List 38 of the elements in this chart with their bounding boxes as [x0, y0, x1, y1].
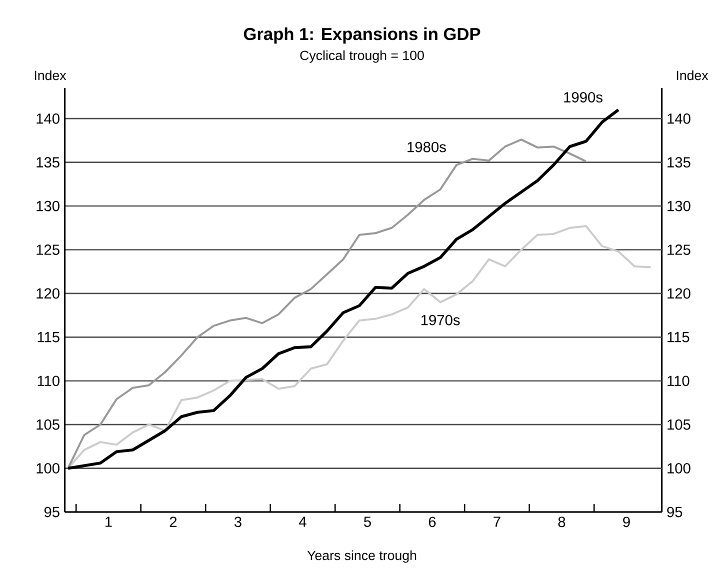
y-tick-label: 110 — [38, 376, 60, 386]
y2-tick-label: 125 — [668, 244, 690, 255]
y-tick-label: 105 — [36, 419, 60, 430]
x-tick-label: 7 — [494, 516, 500, 527]
y-tick-label: 120 — [36, 288, 60, 299]
y2-tick-label: 105 — [668, 419, 690, 430]
x-axis-title: Years since trough — [307, 550, 416, 563]
x-tick-label: 6 — [428, 516, 436, 528]
x-tick-label: 8 — [558, 516, 566, 528]
y2-tick-label: 110 — [668, 376, 690, 386]
x-tick-label: 3 — [234, 516, 242, 528]
chart-title: Graph 1: Expansions in GDP — [244, 27, 480, 44]
chart-subtitle: Cyclical trough = 100 — [300, 50, 424, 63]
y2-tick-label: 95 — [667, 506, 682, 518]
series-label: 1990s — [564, 92, 602, 102]
y-tick-label: 140 — [36, 113, 60, 124]
x-tick-label: 1 — [106, 516, 112, 527]
y-axis-title: Index — [34, 70, 66, 80]
y-tick-label: 100 — [36, 463, 60, 474]
y-tick-label: 130 — [36, 200, 60, 212]
y2-tick-label: 130 — [668, 200, 690, 212]
y2-axis-title: Index — [676, 70, 708, 80]
line-series — [67, 225, 652, 470]
x-tick-label: 5 — [364, 516, 371, 527]
y2-tick-label: 140 — [668, 113, 690, 124]
y-tick-label: 135 — [36, 157, 60, 168]
y2-tick-label: 135 — [668, 157, 690, 168]
series-label: 1980s — [408, 142, 446, 152]
x-tick-label: 9 — [623, 516, 630, 528]
x-tick-label: 2 — [170, 516, 177, 527]
y-tick-label: 95 — [44, 506, 60, 518]
x-tick-label: 4 — [298, 516, 306, 527]
y-tick-label: 125 — [36, 244, 60, 255]
y2-tick-label: 120 — [668, 288, 690, 299]
series-label: 1970s — [421, 314, 460, 326]
y-tick-label: 115 — [38, 332, 60, 342]
y2-tick-label: 115 — [668, 332, 690, 342]
y2-tick-label: 100 — [668, 463, 690, 474]
